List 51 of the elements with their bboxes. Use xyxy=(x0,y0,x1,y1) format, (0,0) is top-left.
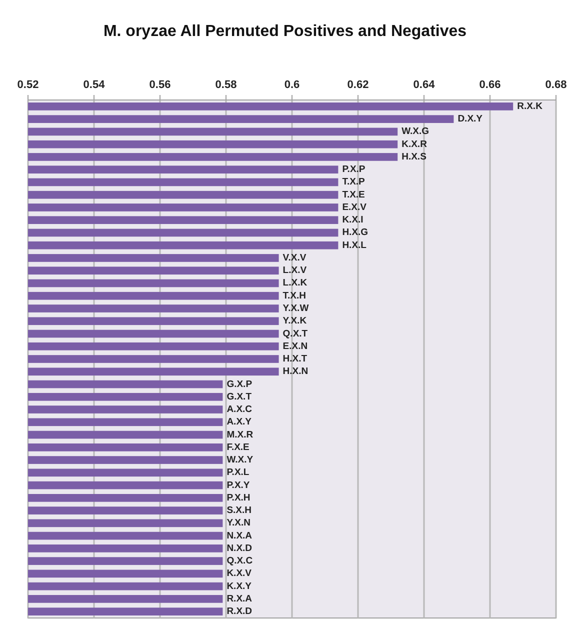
y-tick-label: H.X.G xyxy=(342,227,368,238)
y-tick-label: T.X.P xyxy=(342,176,366,188)
y-tick-label: K.X.R xyxy=(402,138,428,150)
y-tick-label: R.X.K xyxy=(517,100,543,112)
y-tick-label: H.X.L xyxy=(342,240,367,251)
x-tick-label: 0.52 xyxy=(17,79,39,91)
y-tick-label: A.X.Y xyxy=(226,416,252,428)
y-tick-label: Y.X.W xyxy=(282,303,309,314)
y-tick-label: Q.X.C xyxy=(226,556,253,567)
y-tick-label: H.X.T xyxy=(282,354,308,365)
y-tick-label: F.X.E xyxy=(226,442,250,453)
y-tick-label: S.X.H xyxy=(226,505,252,516)
y-tick-label: P.X.H xyxy=(226,492,250,504)
y-tick-label: P.X.L xyxy=(226,467,250,478)
x-tick-label: 0.6 xyxy=(284,79,300,91)
y-tick-label: H.X.N xyxy=(282,366,308,378)
y-tick-label: K.X.Y xyxy=(226,580,252,592)
y-tick-label: Q.X.T xyxy=(282,328,308,340)
x-tick-label: 0.68 xyxy=(545,79,567,91)
y-tick-label: E.X.N xyxy=(282,340,308,352)
x-tick-label: 0.62 xyxy=(347,79,369,91)
x-tick-label: 0.66 xyxy=(479,79,501,91)
y-tick-label: M.X.R xyxy=(226,429,254,440)
x-tick-label: 0.54 xyxy=(83,79,106,91)
y-tick-label: N.X.D xyxy=(226,542,252,554)
y-tick-label: V.X.V xyxy=(282,252,307,264)
y-tick-label: W.X.G xyxy=(402,126,430,138)
y-tick-label: R.X.D xyxy=(226,606,252,618)
y-tick-label: L.X.V xyxy=(282,265,308,276)
y-tick-label: P.X.Y xyxy=(226,480,250,491)
y-tick-label: K.X.I xyxy=(342,214,364,226)
x-tick-label: 0.58 xyxy=(215,79,237,91)
y-tick-label: K.X.V xyxy=(226,568,252,580)
y-tick-label: E.X.V xyxy=(342,202,368,213)
y-tick-label: A.X.C xyxy=(226,404,252,416)
y-tick-label: T.X.H xyxy=(282,290,306,302)
y-tick-label: W.X.Y xyxy=(226,454,254,466)
y-tick-label: G.X.T xyxy=(226,391,252,402)
y-tick-label: N.X.A xyxy=(226,530,252,542)
y-tick-label: T.X.E xyxy=(342,189,365,200)
y-tick-label: Y.X.N xyxy=(226,518,251,529)
y-tick-label: R.X.A xyxy=(226,593,252,604)
y-tick-label: D.X.Y xyxy=(458,114,484,125)
y-tick-label: H.X.S xyxy=(402,151,426,162)
y-tick-label: G.X.P xyxy=(226,378,253,390)
y-tick-label: L.X.K xyxy=(282,278,308,289)
y-tick-label: P.X.P xyxy=(342,164,366,176)
chart-title: M. oryzae All Permuted Positives and Negatives xyxy=(103,23,467,40)
y-tick-label: Y.X.K xyxy=(282,316,307,327)
x-tick-label: 0.64 xyxy=(413,79,436,91)
x-tick-label: 0.56 xyxy=(149,79,171,91)
